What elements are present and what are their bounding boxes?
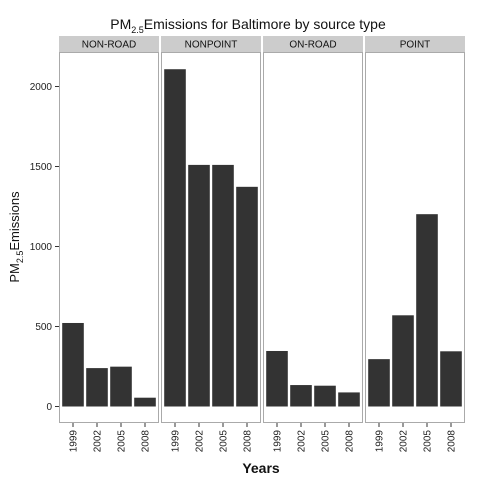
facet-strip bbox=[263, 36, 363, 52]
bar bbox=[62, 322, 84, 407]
x-tick-label: 2005 bbox=[117, 430, 128, 453]
facet-strip-label: NON-ROAD bbox=[82, 40, 136, 51]
facet-panel: NON-ROAD 1999 2002 2005 2008 bbox=[59, 36, 159, 452]
x-tick-label: 2008 bbox=[243, 430, 254, 453]
x-tick-label: 2005 bbox=[321, 430, 332, 453]
facet-panels: NON-ROAD 1999 2002 2005 2008 NONPOINT 1999 2002… bbox=[59, 36, 465, 452]
y-tick-label: 2000 bbox=[30, 82, 53, 93]
chart-title-subscript: 2.5 bbox=[131, 25, 144, 35]
facet-strip-label: ON-ROAD bbox=[289, 40, 336, 51]
bar bbox=[368, 359, 390, 407]
facet-strip bbox=[365, 36, 465, 52]
bar bbox=[416, 214, 438, 407]
y-tick-label: 500 bbox=[35, 322, 52, 333]
bar bbox=[86, 368, 108, 407]
facet-strip bbox=[59, 36, 159, 52]
x-tick-label: 2002 bbox=[297, 430, 308, 453]
x-tick-label: 2008 bbox=[345, 430, 356, 453]
y-tick-label: 0 bbox=[46, 402, 52, 413]
bar bbox=[134, 397, 156, 407]
bar bbox=[440, 351, 462, 407]
x-tick-label: 2002 bbox=[195, 430, 206, 453]
bar bbox=[110, 366, 132, 407]
facet-panel: NONPOINT 1999 2002 2005 2008 bbox=[161, 36, 261, 452]
panel-frame bbox=[59, 52, 159, 423]
bar bbox=[290, 385, 312, 407]
y-tick-label: 1000 bbox=[30, 242, 53, 253]
facet-strip-label: NONPOINT bbox=[185, 40, 238, 51]
facet-panel: ON-ROAD 1999 2002 2005 2008 bbox=[263, 36, 363, 452]
x-tick-label: 1999 bbox=[375, 430, 386, 453]
facet-strip bbox=[161, 36, 261, 52]
bar bbox=[314, 385, 336, 407]
bar bbox=[338, 392, 360, 407]
y-axis-title-rest: Emissions bbox=[7, 191, 22, 251]
y-axis: 0 500 1000 1500 2000 bbox=[30, 82, 59, 413]
x-tick-label: 1999 bbox=[171, 430, 182, 453]
chart-title-rest: Emissions for Baltimore by source type bbox=[144, 16, 386, 32]
y-tick-label: 1500 bbox=[30, 162, 53, 173]
chart-title-main: PM bbox=[110, 16, 131, 32]
bar bbox=[236, 186, 258, 407]
x-tick-label: 1999 bbox=[69, 430, 80, 453]
bar bbox=[164, 69, 186, 407]
bar bbox=[212, 164, 234, 407]
y-axis-title-subscript: 2.5 bbox=[15, 251, 25, 264]
chart-title: PM2.5Emissions for Baltimore by source t… bbox=[110, 16, 386, 35]
bar bbox=[188, 164, 210, 407]
y-axis-title-main: PM bbox=[7, 263, 22, 283]
x-axis-title: Years bbox=[242, 460, 280, 476]
facet-strip-label: POINT bbox=[400, 40, 431, 51]
x-tick-label: 2002 bbox=[399, 430, 410, 453]
bar bbox=[266, 350, 288, 407]
x-tick-label: 2005 bbox=[219, 430, 230, 453]
x-tick-label: 1999 bbox=[273, 430, 284, 453]
facet-panel: POINT 1999 2002 2005 2008 bbox=[365, 36, 465, 452]
x-tick-label: 2005 bbox=[423, 430, 434, 453]
bar bbox=[392, 315, 414, 407]
y-axis-title: PM2.5Emissions bbox=[7, 191, 25, 283]
x-tick-label: 2008 bbox=[141, 430, 152, 453]
x-tick-label: 2002 bbox=[93, 430, 104, 453]
x-tick-label: 2008 bbox=[447, 430, 458, 453]
